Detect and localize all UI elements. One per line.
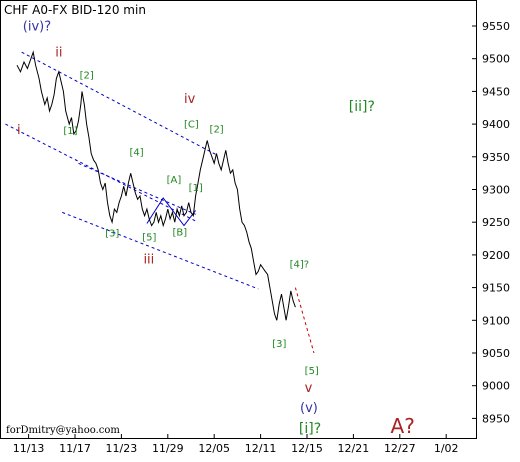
x-tick-label: 12/27 <box>384 442 416 455</box>
wave-label: A? <box>391 414 415 438</box>
projection-line <box>294 287 315 354</box>
wave-labels: (iv)?iii[2][1][4][3] [5]iii[A][B][1]iv[C]… <box>17 20 415 438</box>
wave-label: [3] <box>105 229 119 240</box>
wave-label: [5] <box>142 233 156 244</box>
channel-lines <box>5 51 259 290</box>
wave-label: [5] <box>305 366 319 377</box>
wave-label: [A] <box>167 175 182 186</box>
wave-label: [ii]? <box>349 99 375 115</box>
wave-lines <box>146 197 196 227</box>
channel-line <box>62 211 259 290</box>
x-tick-label: 11/23 <box>106 442 138 455</box>
wave-label: [4]? <box>290 259 309 270</box>
y-tick-label: 9200 <box>482 249 510 262</box>
x-tick-label: 12/11 <box>245 442 277 455</box>
wave-label: [C] <box>184 119 199 130</box>
price-line <box>16 50 296 321</box>
x-tick-label: 12/21 <box>338 442 370 455</box>
wave-label: iii <box>143 252 154 267</box>
credit-text: forDmitry@yahoo.com <box>6 425 120 436</box>
x-tick-label: 11/29 <box>152 442 184 455</box>
wave-label: [1] <box>189 183 203 194</box>
y-tick-label: 9000 <box>482 380 510 393</box>
y-tick-label: 9100 <box>482 314 510 327</box>
y-tick-label: 9400 <box>482 118 510 131</box>
x-tick-label: 12/15 <box>291 442 323 455</box>
y-tick-label: 9150 <box>482 282 510 295</box>
channel-line <box>21 51 217 156</box>
wave-label: (iv)? <box>23 20 51 35</box>
wave-label: ii <box>55 46 62 61</box>
wave-label: i <box>17 123 21 138</box>
plot-frame <box>0 0 477 439</box>
projection <box>294 287 315 354</box>
price-series <box>16 50 296 321</box>
y-tick-label: 9300 <box>482 184 510 197</box>
x-axis: 11/13 11/17 11/23 11/29 12/05 12/11 12/15 12/21… <box>13 434 459 455</box>
y-axis: 9550 9500 9450 9400 9350 9300 9250 9200 9150 9100… <box>472 20 510 425</box>
wave-label: [2] <box>80 70 94 81</box>
wave-label: [2] <box>210 125 224 136</box>
wave-label: iv <box>184 92 196 107</box>
y-tick-label: 9450 <box>482 85 510 98</box>
wave-label: [i]? <box>299 421 321 437</box>
wave-label: [B] <box>172 227 187 238</box>
wave-label: v <box>305 381 313 396</box>
y-tick-label: 9550 <box>482 20 510 33</box>
y-tick-label: 9250 <box>482 216 510 229</box>
chart-title: CHF A0-FX BID-120 min <box>4 3 146 17</box>
y-tick-label: 9350 <box>482 151 510 164</box>
wave-label: [4] <box>130 147 144 158</box>
wave-label: (v) <box>300 401 318 416</box>
y-tick-label: 9050 <box>482 347 510 360</box>
wave-label: [3] <box>272 339 286 350</box>
x-tick-label: 11/13 <box>13 442 45 455</box>
wave-label: [1] <box>63 126 77 137</box>
x-tick-label: 1/02 <box>434 442 459 455</box>
y-tick-label: 8950 <box>482 412 510 425</box>
x-tick-label: 11/17 <box>59 442 91 455</box>
x-tick-label: 12/05 <box>198 442 230 455</box>
wave-line <box>146 197 196 227</box>
y-tick-label: 9500 <box>482 53 510 66</box>
